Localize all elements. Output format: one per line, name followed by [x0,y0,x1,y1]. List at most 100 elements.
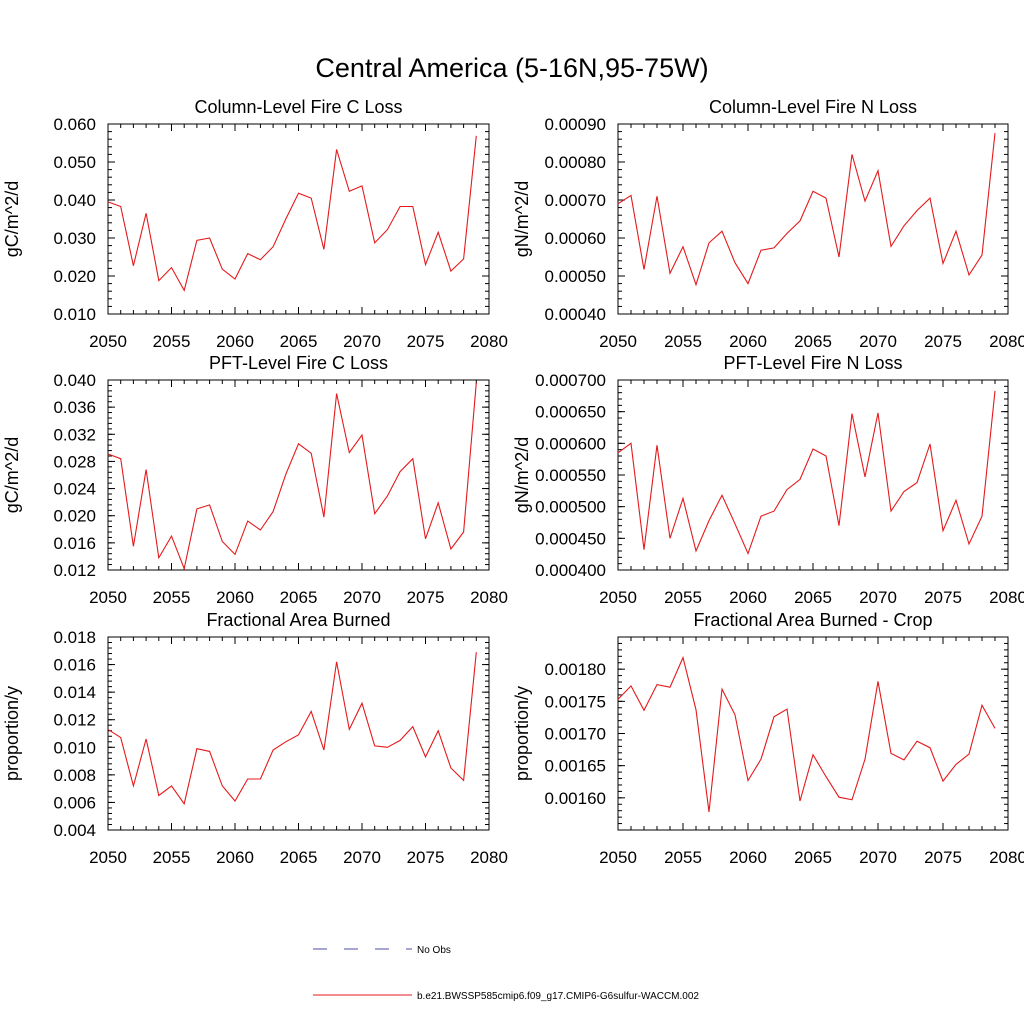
panel-title: Fractional Area Burned [206,610,390,630]
data-point [669,686,671,688]
y-tick-label: 0.00090 [545,115,606,134]
data-point [170,535,172,537]
y-tick-label: 0.00180 [545,660,606,679]
data-point [955,499,957,501]
x-tick-label: 2080 [989,848,1024,867]
y-tick-label: 0.000700 [535,371,606,390]
data-point [747,282,749,284]
data-point [721,230,723,232]
data-point [994,390,996,392]
data-point [183,289,185,291]
data-point [838,256,840,258]
data-point [994,727,996,729]
data-point [310,197,312,199]
y-tick-label: 0.030 [53,229,96,248]
y-tick-label: 0.000600 [535,434,606,453]
y-axis-label: gC/m^2/d [2,181,22,257]
panel-title: Fractional Area Burned - Crop [693,610,932,630]
data-point [968,543,970,545]
data-point [916,740,918,742]
y-tick-label: 0.006 [53,793,96,812]
y-tick-label: 0.024 [53,480,96,499]
data-point [812,754,814,756]
data-point [412,725,414,727]
data-point [462,779,464,781]
data-point [158,794,160,796]
data-point [994,132,996,134]
y-tick-label: 0.010 [53,738,96,757]
series-line [107,135,477,292]
x-tick-label: 2080 [470,588,508,607]
data-point [386,495,388,497]
y-tick-label: 0.040 [53,191,96,210]
data-point [851,412,853,414]
data-point [877,170,879,172]
data-point [272,510,274,512]
data-point [475,651,477,653]
x-tick-label: 2055 [153,332,191,351]
data-point [968,274,970,276]
data-point [145,738,147,740]
y-tick-label: 0.018 [53,628,96,647]
data-point [903,225,905,227]
y-tick-label: 0.00170 [545,725,606,744]
figure-title: Central America (5-16N,95-75W) [315,53,708,83]
data-point [643,549,645,551]
data-point [323,749,325,751]
y-tick-label: 0.004 [53,821,96,840]
x-tick-label: 2050 [599,588,637,607]
data-point [170,266,172,268]
y-tick-label: 0.050 [53,153,96,172]
data-point [399,205,401,207]
data-point [643,268,645,270]
y-axis-label: gN/m^2/d [512,437,532,513]
data-point [734,262,736,264]
chart-panel-3: 2050 2055 2060 2065 2070 2075 2080 0.012 0.016 0.… [2,353,508,607]
x-tick-label: 2060 [216,588,254,607]
data-point [955,230,957,232]
y-tick-label: 0.036 [53,398,96,417]
data-point [297,443,299,445]
data-point [708,811,710,813]
x-tick-label: 2065 [794,332,832,351]
legend-label-model: b.e21.BWSSP585cmip6.f09_g17.CMIP6-G6sulf… [417,991,699,1002]
y-tick-label: 0.032 [53,425,96,444]
x-tick-label: 2055 [153,848,191,867]
data-point [630,194,632,196]
data-point [323,516,325,518]
data-point [285,473,287,475]
panel-title: PFT-Level Fire C Loss [209,353,388,373]
data-point [310,452,312,454]
data-point [929,197,931,199]
data-point [942,780,944,782]
y-tick-label: 0.016 [53,656,96,675]
data-point [838,796,840,798]
data-point [132,265,134,267]
data-point [348,728,350,730]
y-tick-label: 0.000550 [535,466,606,485]
y-tick-label: 0.040 [53,371,96,390]
data-point [929,746,931,748]
x-tick-label: 2075 [407,588,445,607]
data-point [695,284,697,286]
data-point [335,392,337,394]
data-point [773,510,775,512]
data-point [851,799,853,801]
data-point [310,710,312,712]
x-tick-label: 2080 [989,588,1024,607]
data-point [437,502,439,504]
y-axis-label: gN/m^2/d [512,181,532,257]
panel-title: PFT-Level Fire N Loss [723,353,902,373]
data-point [361,434,363,436]
data-point [412,205,414,207]
y-tick-label: 0.00080 [545,153,606,172]
data-point [747,552,749,554]
x-tick-label: 2060 [216,848,254,867]
data-point [335,661,337,663]
data-point [734,523,736,525]
x-tick-label: 2050 [89,848,127,867]
y-tick-label: 0.00060 [545,229,606,248]
x-tick-label: 2065 [280,848,318,867]
data-point [890,752,892,754]
data-point [903,759,905,761]
